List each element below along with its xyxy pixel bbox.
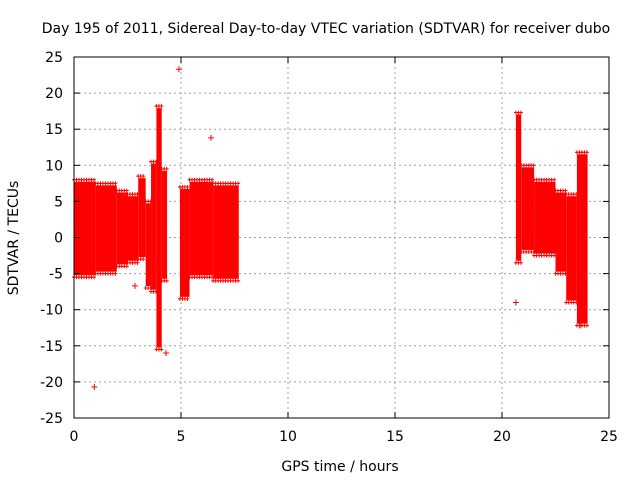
x-tick-label: 25 (600, 429, 618, 445)
data-band (114, 188, 129, 269)
x-tick-label: 0 (70, 429, 79, 445)
data-band-fill (145, 203, 152, 287)
data-point (207, 134, 214, 141)
data-band (519, 163, 536, 254)
data-band (211, 181, 241, 283)
chart-title: Day 195 of 2011, Sidereal Day-to-day VTE… (42, 21, 610, 37)
data-band-fill (127, 196, 139, 261)
data-band (159, 166, 169, 283)
data-band-fill (161, 170, 168, 279)
data-band (513, 110, 523, 265)
data-band-fill (179, 188, 190, 297)
data-band-fill (189, 181, 214, 276)
x-tick-label: 5 (177, 429, 186, 445)
data-point (91, 383, 98, 390)
y-tick-label: 15 (45, 122, 63, 138)
data-point (131, 282, 138, 289)
data-band (136, 174, 146, 262)
data-band-fill (576, 154, 588, 324)
y-axis-label: SDTVAR / TECUs (6, 181, 22, 296)
y-tick-label: -25 (40, 411, 63, 427)
data-band (72, 177, 96, 280)
data-band-fill (521, 167, 535, 250)
data-point (163, 350, 170, 357)
data-band-fill (116, 192, 128, 265)
axis-layer: 0 5 10 15 20 25 -25 -20 -15 -10 -5 0 5 10 15 20 25 (40, 50, 618, 445)
data-band (187, 177, 215, 280)
data-band-fill (74, 181, 96, 276)
y-tick-label: -5 (49, 267, 63, 283)
data-band-fill (566, 196, 577, 301)
data-band (149, 159, 159, 294)
data-band-fill (515, 114, 522, 261)
x-tick-label: 20 (493, 429, 511, 445)
data-band (154, 104, 164, 352)
data-band-fill (138, 178, 146, 258)
y-tick-label: 5 (54, 194, 63, 210)
data-band-fill (95, 185, 117, 272)
y-tick-label: -20 (40, 375, 63, 391)
data-band (177, 184, 190, 301)
y-tick-label: 10 (45, 158, 63, 174)
data-band-fill (156, 108, 162, 348)
data-band (93, 181, 118, 276)
data-band-fill (151, 163, 157, 290)
x-axis-label: GPS time / hours (281, 459, 398, 475)
y-tick-label: -10 (40, 303, 63, 319)
data-band (574, 150, 589, 328)
data-point (175, 66, 182, 73)
data-band-fill (555, 192, 567, 272)
y-tick-label: 25 (45, 50, 63, 66)
data-band (532, 177, 557, 258)
data-band (125, 192, 140, 265)
data-band-fill (213, 185, 239, 279)
data-layer (72, 66, 589, 390)
y-tick-label: 20 (45, 86, 63, 102)
data-point (577, 322, 584, 329)
data-band-fill (534, 181, 556, 254)
x-tick-label: 10 (279, 429, 297, 445)
data-point (512, 299, 519, 306)
y-tick-label: -15 (40, 339, 63, 355)
data-band (564, 192, 579, 305)
x-tick-label: 15 (386, 429, 404, 445)
y-tick-label: 0 (54, 231, 63, 247)
data-band (553, 188, 568, 276)
